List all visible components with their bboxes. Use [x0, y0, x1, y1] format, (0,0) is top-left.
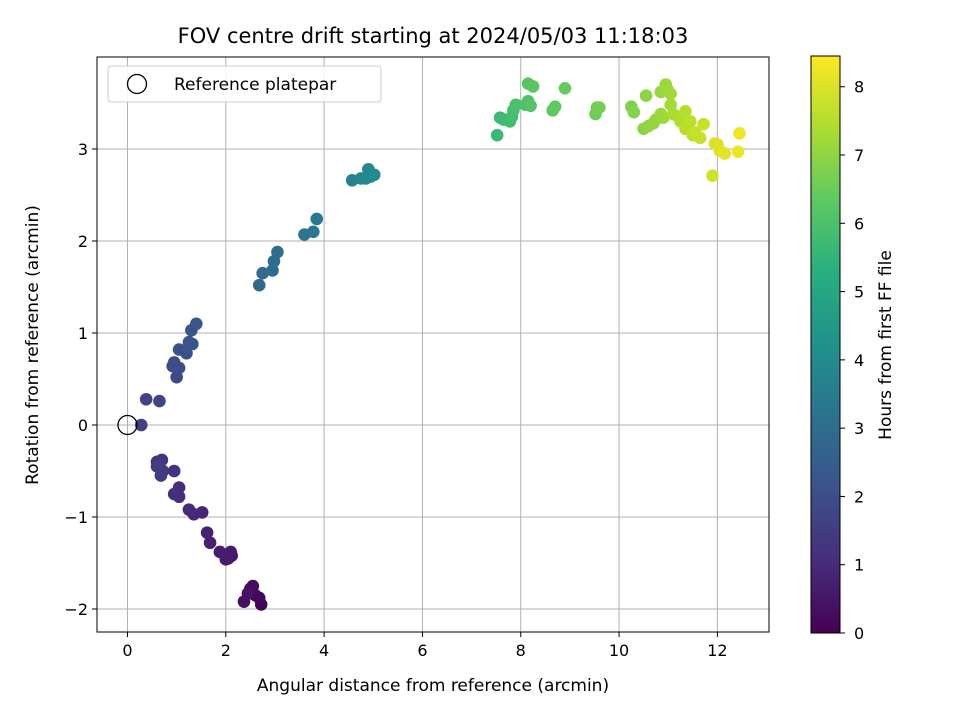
data-point	[310, 212, 324, 226]
colorbar-tick-label: 6	[854, 214, 864, 233]
data-point	[593, 101, 606, 114]
data-point	[271, 245, 284, 259]
colorbar-tick-label: 1	[854, 556, 864, 575]
x-tick-label: 4	[319, 641, 329, 660]
legend-box	[107, 65, 382, 103]
data-point	[524, 99, 537, 113]
x-tick-label: 0	[122, 641, 132, 660]
data-point	[657, 111, 670, 125]
data-point	[150, 460, 164, 473]
data-point	[186, 337, 199, 351]
data-point	[731, 145, 745, 159]
data-point	[213, 545, 227, 559]
x-axis-label: Angular distance from reference (arcmin)	[257, 676, 609, 696]
chart-title: FOV centre drift starting at 2024/05/03 …	[178, 24, 689, 48]
y-tick-label: 3	[78, 140, 88, 159]
colorbar-tick-label: 8	[854, 78, 864, 97]
legend-entry-reference: Reference platepar	[174, 75, 336, 95]
data-point	[252, 278, 266, 292]
data-point	[718, 147, 732, 160]
x-tick-label: 10	[609, 641, 629, 660]
data-point	[167, 487, 181, 501]
data-point	[558, 81, 572, 95]
x-axis-ticks: 0 2 4 6 8 10 12	[122, 632, 728, 660]
y-axis-label: Rotation from reference (arcmin)	[23, 205, 43, 485]
data-point	[139, 392, 153, 406]
data-point	[367, 168, 381, 182]
data-point	[180, 346, 193, 360]
x-tick-label: 6	[417, 641, 427, 660]
data-point	[639, 89, 653, 102]
data-point	[679, 104, 692, 118]
y-tick-label: 0	[78, 416, 88, 435]
data-point	[172, 361, 186, 375]
x-tick-label: 12	[707, 641, 727, 660]
data-point	[697, 117, 710, 131]
colorbar-tick-label: 0	[854, 624, 864, 643]
data-point	[693, 131, 707, 145]
colorbar-label: Hours from first FF file	[876, 250, 896, 440]
data-point	[190, 317, 203, 331]
data-point	[733, 127, 746, 140]
x-tick-label: 2	[221, 641, 231, 660]
y-tick-label: 2	[78, 232, 88, 251]
legend-reference-marker	[126, 73, 148, 95]
data-point	[548, 100, 562, 113]
data-point	[203, 536, 217, 550]
data-point	[200, 526, 214, 539]
data-point	[706, 169, 719, 182]
grid-lines	[97, 57, 769, 632]
data-point	[490, 128, 504, 142]
colorbar-ticks: 0 1 2 3 4 5 6 7 8	[840, 78, 864, 643]
colorbar-tick-label: 3	[854, 419, 864, 438]
data-point	[153, 394, 166, 408]
y-tick-label: 1	[78, 324, 88, 343]
data-point	[167, 464, 181, 478]
data-point	[664, 87, 677, 101]
y-tick-label: −1	[64, 508, 88, 527]
data-point	[241, 587, 255, 600]
data-point	[627, 105, 641, 119]
data-points	[134, 77, 746, 611]
legend: Reference platepar	[107, 65, 382, 103]
colorbar-tick-label: 4	[854, 351, 864, 370]
data-point	[182, 503, 196, 516]
data-point	[306, 225, 320, 239]
data-point	[684, 115, 697, 128]
colorbar-tick-label: 5	[854, 283, 864, 302]
data-point	[526, 80, 540, 93]
x-tick-label: 8	[516, 641, 526, 660]
data-point	[509, 98, 523, 112]
colorbar-tick-label: 7	[854, 146, 864, 165]
colorbar	[810, 55, 841, 634]
y-axis-ticks: −2 −1 0 1 2 3	[64, 140, 97, 619]
data-point	[256, 266, 269, 280]
colorbar-tick-label: 2	[854, 487, 864, 506]
y-tick-label: −2	[64, 600, 88, 619]
data-point	[134, 418, 148, 432]
reference-platepar-marker	[117, 414, 138, 436]
plot-area-frame	[96, 56, 770, 633]
